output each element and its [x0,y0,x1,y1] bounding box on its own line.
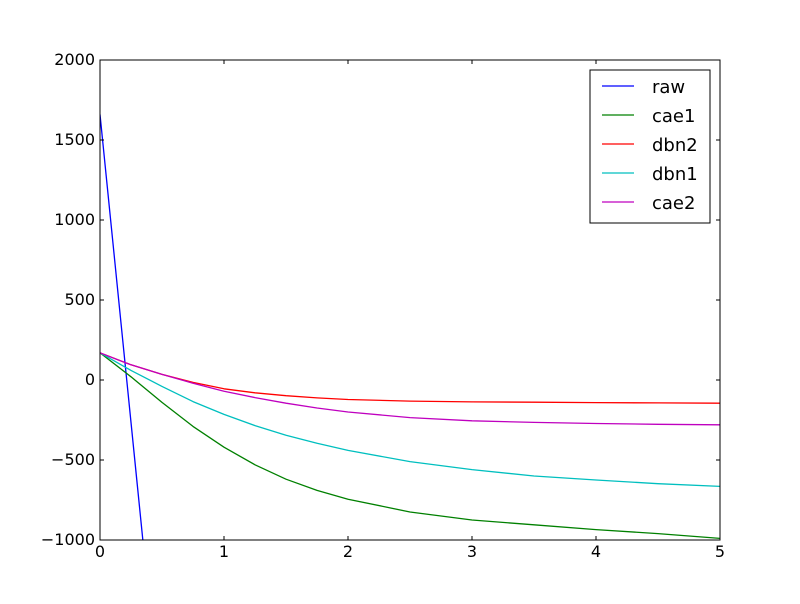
series-line-cae1 [100,352,720,540]
y-tick-label: −500 [51,450,95,469]
y-tick-label: 1000 [54,210,95,229]
y-tick-label: 500 [64,290,95,309]
series-line-raw [100,114,144,540]
y-axis: −1000 −500 0 500 1000 1500 2000 [41,50,720,549]
x-tick-label: 4 [591,542,601,561]
y-tick-label: 1500 [54,130,95,149]
x-axis: 0 1 2 3 4 5 [95,60,725,561]
legend-label: dbn2 [652,135,698,156]
series-layer [100,114,720,540]
series-line-cae2 [100,352,720,426]
legend-box [589,69,711,224]
y-tick-label: 2000 [54,50,95,69]
x-tick-label: 5 [715,542,725,561]
x-tick-label: 2 [343,542,353,561]
x-tick-label: 0 [95,542,105,561]
legend-label: dbn1 [652,164,698,185]
x-tick-label: 3 [467,542,477,561]
y-tick-label: 0 [85,370,95,389]
legend-label: cae1 [652,106,695,127]
legend-label: cae2 [652,193,695,214]
legend-label: raw [652,77,685,98]
series-line-dbn1 [100,352,720,488]
x-tick-label: 1 [219,542,229,561]
legend: raw cae1 dbn2 dbn1 cae2 [589,69,711,224]
y-tick-label: −1000 [41,530,95,549]
